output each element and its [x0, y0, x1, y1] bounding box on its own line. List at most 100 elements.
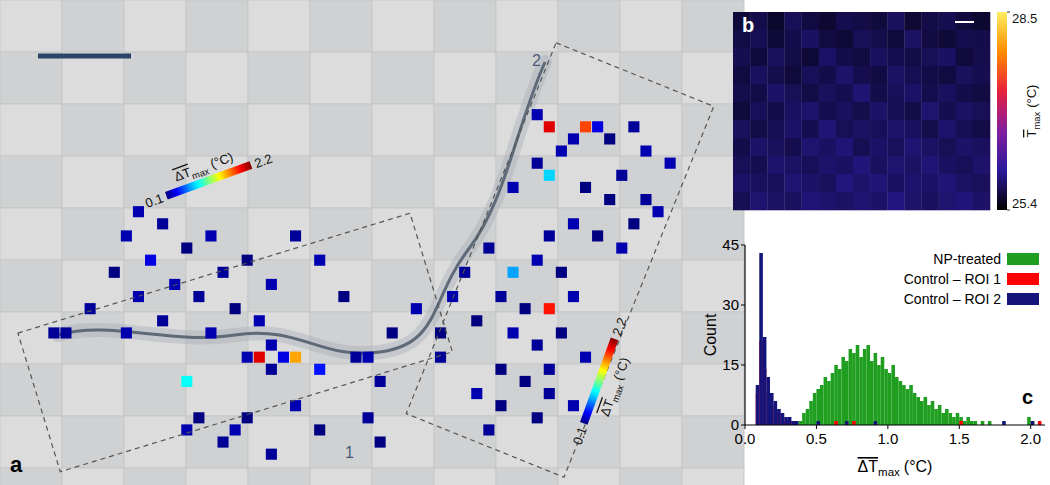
- heat-cell: [532, 109, 543, 120]
- legend-label: NP-treated: [933, 251, 1001, 267]
- micrograph-tile: [434, 156, 496, 208]
- micrograph-tile: [186, 52, 248, 104]
- histogram-bar: [931, 401, 935, 425]
- heat-cell: [580, 352, 591, 363]
- heat-cell: [939, 138, 956, 156]
- heat-cell: [939, 12, 956, 30]
- heat-cell: [254, 352, 265, 363]
- heat-cell: [819, 48, 836, 66]
- panel-letter: a: [10, 452, 23, 477]
- colorbar-gradient: [997, 12, 1007, 210]
- heat-cell: [836, 156, 853, 174]
- heat-cell: [580, 121, 591, 132]
- colorbar-a: 0.12.2ΔTmax(°C): [138, 137, 274, 211]
- heat-cell: [133, 206, 144, 217]
- heat-cell: [628, 218, 639, 229]
- heat-cell: [733, 174, 750, 192]
- histogram-bar: [824, 377, 828, 425]
- heat-cell: [870, 30, 887, 48]
- micrograph-tile: [434, 0, 496, 52]
- label-unit: (°C): [904, 458, 933, 475]
- heat-cell: [568, 133, 579, 144]
- heat-cell: [290, 230, 301, 241]
- heat-cell: [956, 12, 973, 30]
- micrograph-tile: [0, 260, 62, 312]
- heat-cell: [870, 120, 887, 138]
- heat-cell: [544, 303, 555, 314]
- heat-cell: [956, 138, 973, 156]
- histogram-bar: [809, 401, 813, 425]
- heat-cell: [939, 192, 956, 210]
- micrograph-tile: [124, 468, 186, 485]
- heat-cell: [956, 30, 973, 48]
- heat-cell: [495, 400, 506, 411]
- heat-cell: [750, 120, 767, 138]
- heat-cell: [218, 437, 229, 448]
- micrograph-tile: [310, 468, 372, 485]
- micrograph-tile: [62, 208, 124, 260]
- heat-cell: [242, 352, 253, 363]
- heat-cell: [836, 174, 853, 192]
- heat-cell: [350, 352, 361, 363]
- heat-cell: [363, 352, 374, 363]
- heat-cell: [338, 291, 349, 302]
- heat-cell: [48, 327, 59, 338]
- micrograph-tile: [62, 416, 124, 468]
- heat-cell: [853, 120, 870, 138]
- heat-cell: [973, 102, 990, 120]
- colorbar-tick-label: 0.1: [570, 425, 590, 447]
- heat-cell: [230, 303, 241, 314]
- heat-cell: [471, 388, 482, 399]
- heat-cell: [767, 102, 784, 120]
- x-tick: [745, 425, 746, 429]
- heat-cell: [767, 84, 784, 102]
- heat-cell: [109, 267, 120, 278]
- heat-cell: [853, 156, 870, 174]
- heat-cell: [853, 84, 870, 102]
- histogram-bar: [956, 413, 960, 425]
- heat-cell: [665, 158, 676, 169]
- heat-cell: [802, 102, 819, 120]
- heat-cell: [495, 291, 506, 302]
- heat-cell: [836, 12, 853, 30]
- heat-cell: [887, 192, 904, 210]
- heat-cell: [495, 364, 506, 375]
- colorbar-a: 0.12.2ΔTmax(°C): [570, 316, 648, 454]
- micrograph-tile: [124, 52, 186, 104]
- histogram-bar: [902, 385, 906, 425]
- heat-cell: [904, 174, 921, 192]
- heat-cell: [314, 364, 325, 375]
- heat-cell: [956, 102, 973, 120]
- heat-cell: [640, 146, 651, 157]
- heat-cell: [750, 102, 767, 120]
- legend-swatch: [1007, 293, 1039, 305]
- heat-cell: [733, 48, 750, 66]
- histogram-bar: [891, 365, 895, 425]
- heat-cell: [604, 133, 615, 144]
- micrograph-tile: [620, 312, 682, 364]
- histogram-bar: [934, 409, 938, 425]
- micrograph-tile: [434, 312, 496, 364]
- heat-cell: [921, 102, 938, 120]
- micrograph-tile: [558, 208, 620, 260]
- heat-cell: [887, 30, 904, 48]
- micrograph-tile: [372, 208, 434, 260]
- histogram-bar: [899, 381, 903, 425]
- heat-cell: [568, 291, 579, 302]
- heat-cell: [733, 84, 750, 102]
- y-tick-label: 45: [722, 236, 739, 253]
- micrograph-tile: [124, 104, 186, 156]
- heat-cell: [973, 156, 990, 174]
- micrograph-tile: [496, 0, 558, 52]
- heat-cell: [290, 400, 301, 411]
- heat-cell: [973, 84, 990, 102]
- heat-cell: [181, 243, 192, 254]
- heat-cell: [592, 230, 603, 241]
- heat-cell: [836, 120, 853, 138]
- micrograph-tile: [310, 156, 372, 208]
- colorbar-title: Tmax(°C): [1024, 85, 1042, 138]
- heat-cell: [544, 388, 555, 399]
- legend-swatch: [1007, 273, 1039, 285]
- colorbar-tick: [1007, 210, 1010, 211]
- heat-cell: [853, 48, 870, 66]
